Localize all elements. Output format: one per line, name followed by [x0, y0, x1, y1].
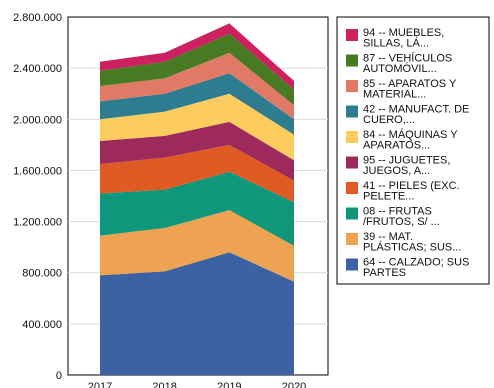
legend-label: PARTES [363, 267, 406, 279]
x-tick-label: 2018 [152, 381, 176, 388]
legend-label: PELETE... [363, 191, 414, 203]
legend-swatch [346, 207, 358, 220]
legend-label: 84 -- MÁQUINAS Y [363, 128, 458, 141]
area-series-7 [100, 73, 294, 135]
area-series-2 [100, 210, 294, 282]
legend-label: 95 -- JUGUETES, [363, 155, 450, 167]
y-tick-label: 800.000 [22, 268, 62, 280]
legend-swatch [346, 105, 358, 118]
legend-label: 85 -- APARATOS Y [363, 78, 457, 90]
area-series-3 [100, 171, 294, 246]
legend-label: 64 -- CALZADO; SUS [363, 257, 469, 269]
y-tick-label: 2.400.000 [13, 63, 62, 75]
legend-box [336, 16, 490, 285]
legend-label: PLÁSTICAS; SUS... [363, 241, 461, 254]
x-tick-label: 2017 [88, 381, 112, 388]
legend-label: 42 -- MANUFACT. DE [363, 104, 469, 116]
y-tick-label: 1.200.000 [13, 217, 62, 229]
area-series-8 [100, 52, 294, 120]
y-tick-label: 1.600.000 [13, 165, 62, 177]
legend-label: 87 -- VEHÍCULOS [363, 52, 452, 65]
legend-label: 94 -- MUEBLES, [363, 27, 444, 39]
area-series-5 [100, 121, 294, 181]
legend-label: AUTOMÓVIL... [363, 62, 437, 75]
area-series-4 [100, 144, 294, 203]
legend-label: MATERIAL... [363, 89, 426, 101]
legend-label: APARATOS... [363, 140, 430, 152]
legend-label: /FRUTOS, S/ ... [363, 216, 440, 228]
x-tick-label: 2020 [282, 381, 306, 388]
area-series-1 [100, 252, 294, 375]
legend-swatch [346, 156, 358, 169]
legend-swatch [346, 258, 358, 271]
y-tick-label: 2.800.000 [13, 12, 62, 24]
x-tick-label: 2019 [217, 381, 241, 388]
legend-label: CUERO,... [363, 114, 415, 126]
legend-swatch [346, 182, 358, 194]
area-series-6 [100, 93, 294, 161]
area-series-10 [100, 23, 294, 90]
legend-swatch [346, 131, 358, 143]
y-tick-label: 0 [56, 370, 62, 382]
legend-swatch [346, 29, 358, 41]
legend-label: SILLAS, LÁ... [363, 37, 429, 50]
legend-label: 39 -- MAT. [363, 231, 413, 243]
area-series-9 [100, 33, 294, 106]
legend-label: 41 -- PIELES (EXC. [363, 180, 460, 192]
legend-label: 08 -- FRUTAS [363, 206, 432, 218]
y-tick-label: 2.000.000 [13, 114, 62, 126]
y-tick-label: 400.000 [22, 319, 62, 331]
legend-label: JUEGOS, A... [363, 165, 430, 177]
legend-swatch [346, 80, 358, 92]
legend-swatch [346, 233, 358, 245]
legend-swatch [346, 54, 358, 67]
